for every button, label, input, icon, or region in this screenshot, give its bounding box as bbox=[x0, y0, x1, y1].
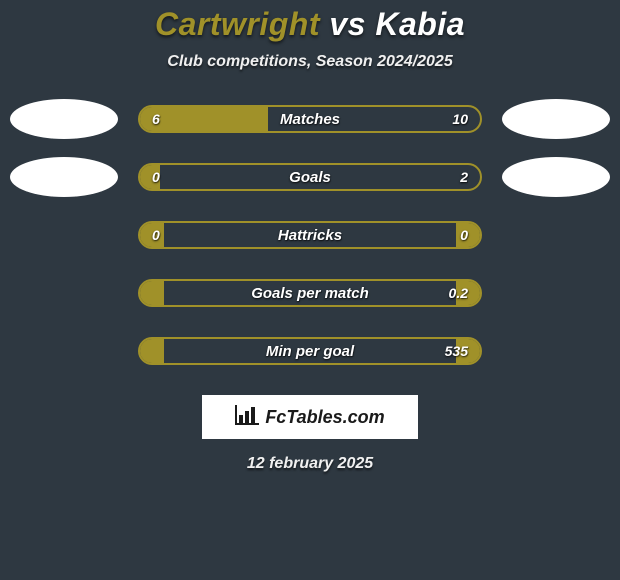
vs-text: vs bbox=[329, 6, 366, 42]
stat-value-right: 2 bbox=[460, 165, 468, 189]
stat-bar: 00Hattricks bbox=[138, 221, 482, 249]
player2-photo bbox=[502, 157, 610, 197]
player1-name: Cartwright bbox=[155, 6, 320, 42]
stat-bar: 535Min per goal bbox=[138, 337, 482, 365]
fill-left bbox=[140, 281, 164, 305]
fctables-logo: FcTables.com bbox=[202, 395, 418, 439]
stat-row: 535Min per goal bbox=[0, 331, 620, 371]
stat-label: Min per goal bbox=[140, 339, 480, 363]
stat-value-right: 10 bbox=[452, 107, 468, 131]
stat-bar: 02Goals bbox=[138, 163, 482, 191]
stat-row: 0.2Goals per match bbox=[0, 273, 620, 313]
stat-label: Hattricks bbox=[140, 223, 480, 247]
fill-left bbox=[140, 107, 268, 131]
page-title: Cartwright vs Kabia bbox=[155, 6, 465, 43]
stat-row: 02Goals bbox=[0, 157, 620, 197]
stat-label: Goals per match bbox=[140, 281, 480, 305]
subtitle: Club competitions, Season 2024/2025 bbox=[167, 53, 452, 71]
fill-left bbox=[140, 223, 164, 247]
player1-photo bbox=[10, 99, 118, 139]
fill-right bbox=[456, 281, 480, 305]
stat-row: 610Matches bbox=[0, 99, 620, 139]
stat-bar: 0.2Goals per match bbox=[138, 279, 482, 307]
logo-text: FcTables.com bbox=[265, 407, 384, 428]
stat-row: 00Hattricks bbox=[0, 215, 620, 255]
bar-chart-icon bbox=[235, 405, 259, 430]
comparison-infographic: Cartwright vs Kabia Club competitions, S… bbox=[0, 0, 620, 473]
fill-right bbox=[456, 339, 480, 363]
player2-photo bbox=[502, 99, 610, 139]
fill-left bbox=[140, 165, 160, 189]
stats-chart: 610Matches 02Goals 00Hattricks 0.2Goals per… bbox=[0, 99, 620, 389]
date-text: 12 february 2025 bbox=[247, 455, 373, 473]
stat-label: Goals bbox=[140, 165, 480, 189]
fill-right bbox=[456, 223, 480, 247]
fill-left bbox=[140, 339, 164, 363]
stat-bar: 610Matches bbox=[138, 105, 482, 133]
player2-name: Kabia bbox=[375, 6, 465, 42]
player1-photo bbox=[10, 157, 118, 197]
